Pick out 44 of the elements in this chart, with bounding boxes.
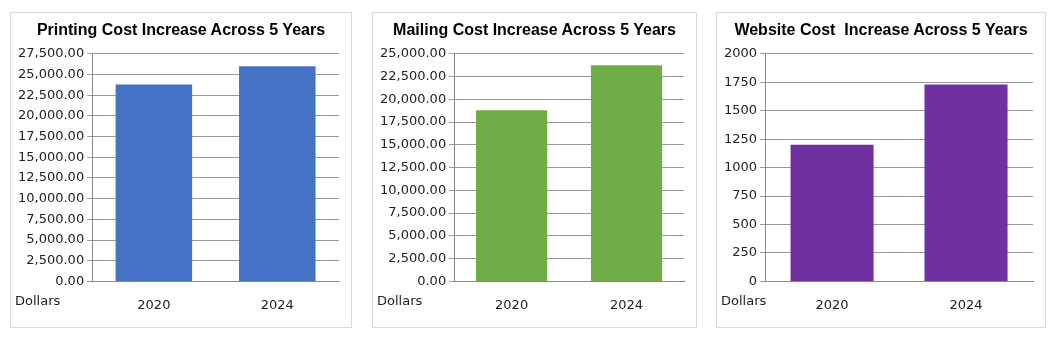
y-tick-label: 17,500.00 xyxy=(379,113,447,129)
y-tick-label: 0.00 xyxy=(417,272,447,288)
chart-title: Website Cost Increase Across 5 Years xyxy=(733,21,1029,40)
y-tick-label: 250 xyxy=(732,244,758,260)
x-tick-label: 2024 xyxy=(609,296,644,312)
y-tick-label: 5,000.00 xyxy=(388,227,447,243)
y-tick-label: 25,000.00 xyxy=(379,45,447,61)
y-tick-label: 750 xyxy=(732,187,758,203)
x-tick-label: 2020 xyxy=(495,296,529,312)
y-tick-label: 12,500.00 xyxy=(379,158,447,174)
y-axis-title: Dollars xyxy=(721,292,767,308)
y-axis-title: Dollars xyxy=(377,292,423,308)
y-tick-label: 7,500.00 xyxy=(388,204,447,220)
y-tick-label: 10,000.00 xyxy=(17,190,85,206)
y-tick-label: 1250 xyxy=(723,130,758,146)
y-tick-label: 7,500.00 xyxy=(26,210,85,226)
y-tick-label: 1500 xyxy=(723,102,758,118)
y-tick-label: 2,500.00 xyxy=(388,250,447,266)
y-tick-label: 1000 xyxy=(723,158,758,174)
y-tick-label: 20,000.00 xyxy=(17,107,85,123)
y-axis-title: Dollars xyxy=(15,292,61,308)
chart-title: Printing Cost Increase Across 5 Years xyxy=(35,21,327,40)
x-tick-label: 2024 xyxy=(260,296,294,312)
chart-title: Mailing Cost Increase Across 5 Years xyxy=(392,21,677,40)
y-tick-label: 15,000.00 xyxy=(17,148,85,164)
y-tick-label: 17,500.00 xyxy=(17,127,85,143)
y-tick-label: 5,000.00 xyxy=(26,231,85,247)
y-tick-label: 12,500.00 xyxy=(17,169,85,185)
y-tick-label: 1750 xyxy=(723,73,758,89)
y-tick-label: 2,500.00 xyxy=(26,252,85,268)
y-tick-label: 500 xyxy=(732,215,758,231)
y-tick-label: 0.00 xyxy=(55,272,85,288)
x-tick-label: 2024 xyxy=(949,296,983,312)
x-tick-label: 2020 xyxy=(815,296,849,312)
y-tick-label: 22,500.00 xyxy=(379,67,447,83)
y-tick-label: 25,000.00 xyxy=(17,65,85,81)
x-tick-label: 2020 xyxy=(137,296,171,312)
y-tick-label: 10,000.00 xyxy=(379,181,447,197)
y-tick-label: 20,000.00 xyxy=(379,90,447,106)
y-tick-label: 2000 xyxy=(723,45,758,61)
y-tick-label: 22,500.00 xyxy=(17,86,85,102)
y-tick-label: 15,000.00 xyxy=(379,136,447,152)
y-tick-label: 0 xyxy=(748,272,758,288)
y-tick-label: 27,500.00 xyxy=(17,45,85,61)
